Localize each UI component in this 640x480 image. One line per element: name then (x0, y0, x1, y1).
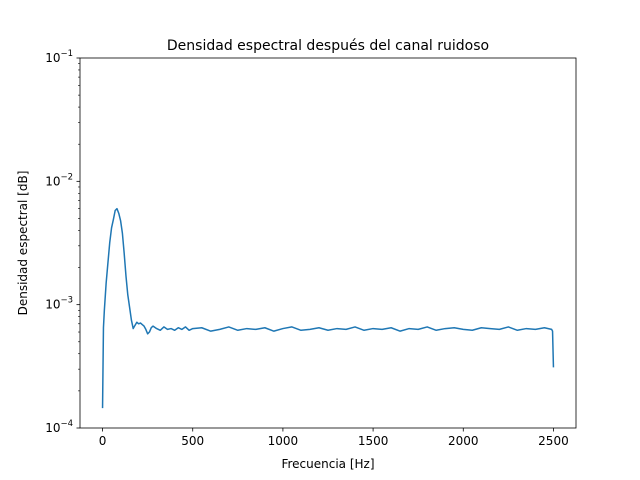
x-tick-label: 500 (181, 434, 204, 448)
plot-frame (79, 57, 577, 429)
x-axis: 0 500 1000 1500 2000 2500 (99, 428, 569, 448)
x-tick-label: 2500 (538, 434, 569, 448)
y-axis: 10−4 10−3 10−2 10−1 (45, 49, 80, 435)
chart-title: Densidad espectral después del canal rui… (167, 38, 489, 54)
y-tick-label: 10−3 (45, 296, 73, 312)
y-tick-label: 10−1 (45, 49, 73, 65)
series-layer (101, 207, 555, 409)
plot-area (80, 58, 576, 428)
y-tick-label: 10−2 (45, 172, 73, 188)
x-tick-label: 2000 (448, 434, 479, 448)
y-axis-label: Densidad espectral [dB] (16, 171, 30, 316)
series-line (101, 207, 555, 409)
y-tick-label: 10−4 (45, 419, 73, 435)
x-tick-label: 1000 (268, 434, 299, 448)
x-axis-label: Frecuencia [Hz] (281, 457, 374, 471)
x-tick-label: 1500 (358, 434, 389, 448)
x-tick-label: 0 (99, 434, 107, 448)
